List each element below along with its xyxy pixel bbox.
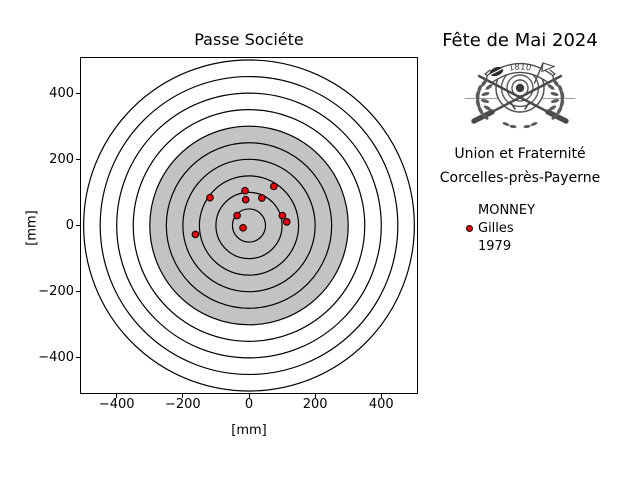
x-tick-label: 200 bbox=[302, 397, 328, 412]
x-tick-mark bbox=[182, 394, 184, 398]
x-tick-label: 400 bbox=[368, 397, 394, 412]
society-motto: Union et Fraternité bbox=[454, 146, 586, 162]
y-tick-mark bbox=[76, 357, 80, 359]
y-tick-label: 200 bbox=[49, 151, 74, 167]
legend-first-name: Gilles bbox=[478, 221, 514, 236]
shot-marker bbox=[270, 183, 277, 190]
emblem-hat-icon bbox=[489, 66, 504, 77]
shot-marker bbox=[242, 196, 249, 203]
laurel-branch-right-icon bbox=[547, 79, 565, 120]
x-tick-mark bbox=[380, 394, 382, 398]
x-tick-mark bbox=[116, 394, 118, 398]
x-tick-mark bbox=[314, 394, 316, 398]
society-place: Corcelles-près-Payerne bbox=[439, 170, 601, 186]
y-tick-mark bbox=[76, 291, 80, 293]
y-tick-label: 400 bbox=[49, 85, 74, 101]
shot-marker bbox=[242, 187, 249, 194]
shot-marker bbox=[240, 225, 247, 232]
shot-marker bbox=[234, 212, 241, 219]
y-tick-mark bbox=[76, 225, 80, 226]
event-title: Fête de Mai 2024 bbox=[442, 30, 598, 51]
shooting-society-emblem-icon: 1810 bbox=[464, 62, 576, 129]
laurel-branch-left-icon bbox=[475, 79, 493, 120]
emblem-flag-icon bbox=[533, 62, 556, 84]
y-tick-mark bbox=[76, 158, 80, 160]
shot-marker bbox=[283, 219, 290, 226]
legend-birth-year: 1979 bbox=[478, 239, 512, 254]
legend-last-name: MONNEY bbox=[478, 203, 536, 218]
y-tick-mark bbox=[76, 92, 80, 94]
x-tick-label: 0 bbox=[244, 397, 254, 412]
legend-shooter-lines: MONNEY Gilles 1979 bbox=[478, 202, 535, 256]
emblem-target-icon bbox=[495, 63, 545, 113]
x-tick-mark bbox=[248, 394, 250, 398]
y-tick-label: −400 bbox=[38, 350, 74, 366]
y-tick-label: −200 bbox=[38, 284, 74, 300]
plot-title: Passe Sociéte bbox=[194, 30, 304, 49]
x-tick-label: −200 bbox=[164, 397, 201, 412]
laurel-sprigs-bottom-icon bbox=[502, 122, 538, 129]
target-gray-zone bbox=[149, 126, 349, 325]
shot-marker bbox=[259, 195, 266, 202]
target-scatter-plot bbox=[80, 57, 418, 394]
shot-marker bbox=[207, 194, 214, 201]
legend-shot-marker-icon bbox=[466, 225, 473, 232]
y-tick-label: 0 bbox=[65, 218, 74, 233]
x-tick-label: −400 bbox=[98, 397, 135, 412]
x-axis-label: [mm] bbox=[231, 423, 267, 438]
shot-marker bbox=[279, 212, 286, 219]
shot-marker bbox=[192, 231, 199, 238]
